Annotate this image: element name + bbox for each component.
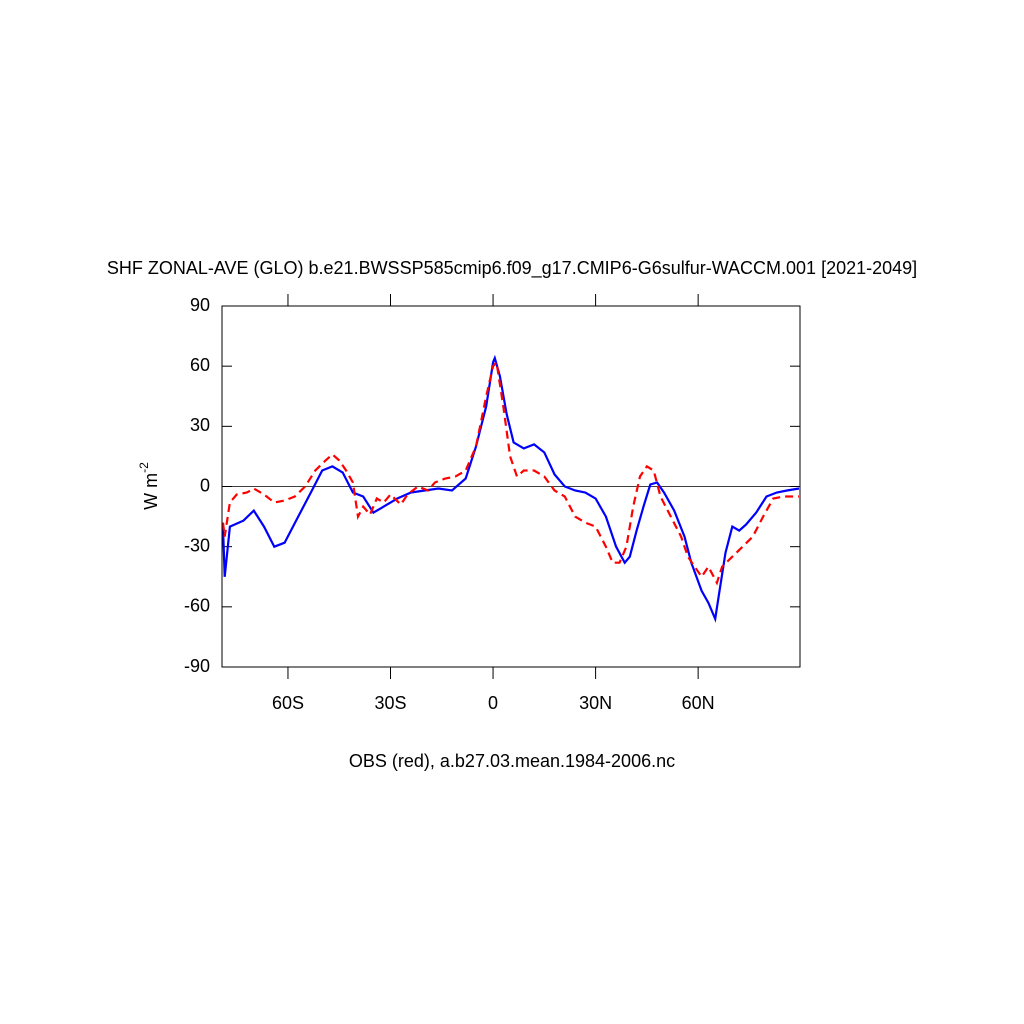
x-axis-label: OBS (red), a.b27.03.mean.1984-2006.nc <box>349 751 675 771</box>
x-tick-label: 30N <box>579 693 612 713</box>
y-axis-label: W m-2 <box>137 462 161 510</box>
y-tick-label: 90 <box>190 295 210 315</box>
x-tick-label: 60N <box>682 693 715 713</box>
y-tick-label: 60 <box>190 355 210 375</box>
x-tick-label: 30S <box>374 693 406 713</box>
x-tick-label: 0 <box>488 693 498 713</box>
y-tick-label: -30 <box>184 535 210 555</box>
y-axis-label-text: W m <box>141 473 161 510</box>
data-line <box>221 359 799 586</box>
chart-title: SHF ZONAL-AVE (GLO) b.e21.BWSSP585cmip6.… <box>107 258 917 279</box>
y-tick-label: 30 <box>190 415 210 435</box>
y-axis-label-exponent: -2 <box>137 462 151 473</box>
y-tick-label: -60 <box>184 596 210 616</box>
y-tick-label: -90 <box>184 656 210 676</box>
y-tick-label: 0 <box>200 475 210 495</box>
plot-frame <box>221 305 801 668</box>
x-tick-label: 60S <box>272 693 304 713</box>
data-line <box>221 354 800 623</box>
